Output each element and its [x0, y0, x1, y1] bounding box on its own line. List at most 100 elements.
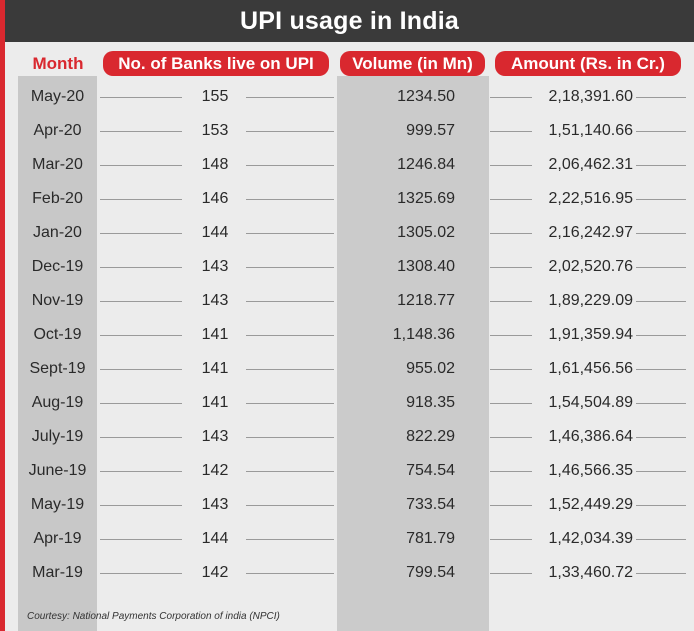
table-row: Nov-19 143 1218.77 1,89,229.09 [0, 284, 694, 318]
row-divider [636, 267, 686, 268]
row-divider [490, 471, 532, 472]
row-divider [490, 335, 532, 336]
cell-banks: 144 [201, 530, 229, 547]
row-divider [100, 131, 182, 132]
row-divider [636, 539, 686, 540]
row-divider [100, 165, 182, 166]
cell-volume: 1246.84 [397, 156, 455, 173]
row-divider [100, 335, 182, 336]
cell-amount: 2,16,242.97 [548, 224, 633, 241]
cell-amount: 1,51,140.66 [548, 122, 633, 139]
row-divider [100, 199, 182, 200]
row-divider [100, 539, 182, 540]
cell-amount: 2,18,391.60 [548, 88, 633, 105]
cell-amount: 1,91,359.94 [548, 326, 633, 343]
row-divider [636, 437, 686, 438]
row-divider [246, 335, 334, 336]
cell-month: July-19 [31, 428, 84, 445]
row-divider [246, 233, 334, 234]
row-divider [490, 505, 532, 506]
cell-month: June-19 [28, 462, 87, 479]
row-divider [246, 505, 334, 506]
volume-column-shade [337, 76, 489, 631]
cell-month: Oct-19 [33, 326, 82, 343]
row-divider [246, 131, 334, 132]
cell-amount: 2,22,516.95 [548, 190, 633, 207]
cell-month: Mar-20 [32, 156, 83, 173]
cell-volume: 1234.50 [397, 88, 455, 105]
cell-month: May-20 [30, 88, 85, 105]
row-divider [246, 97, 334, 98]
row-divider [100, 267, 182, 268]
row-divider [100, 403, 182, 404]
cell-amount: 1,52,449.29 [548, 496, 633, 513]
cell-volume: 955.02 [406, 360, 455, 377]
row-divider [636, 165, 686, 166]
cell-banks: 143 [201, 496, 229, 513]
cell-volume: 733.54 [406, 496, 455, 513]
cell-amount: 1,89,229.09 [548, 292, 633, 309]
accent-stripe [0, 0, 5, 631]
row-divider [636, 403, 686, 404]
cell-banks: 143 [201, 258, 229, 275]
row-divider [246, 301, 334, 302]
cell-amount: 1,46,566.35 [548, 462, 633, 479]
row-divider [490, 301, 532, 302]
cell-amount: 1,61,456.56 [548, 360, 633, 377]
cell-banks: 141 [201, 326, 229, 343]
row-divider [100, 573, 182, 574]
row-divider [246, 437, 334, 438]
row-divider [100, 301, 182, 302]
cell-banks: 141 [201, 360, 229, 377]
row-divider [246, 471, 334, 472]
cell-banks: 143 [201, 292, 229, 309]
cell-banks: 148 [201, 156, 229, 173]
row-divider [490, 403, 532, 404]
row-divider [100, 97, 182, 98]
cell-month: May-19 [30, 496, 85, 513]
cell-volume: 1,148.36 [392, 326, 455, 343]
table-row: Sept-19 141 955.02 1,61,456.56 [0, 352, 694, 386]
row-divider [246, 539, 334, 540]
cell-banks: 142 [201, 564, 229, 581]
row-divider [100, 233, 182, 234]
row-divider [100, 505, 182, 506]
row-divider [246, 199, 334, 200]
cell-banks: 141 [201, 394, 229, 411]
cell-amount: 1,54,504.89 [548, 394, 633, 411]
cell-volume: 754.54 [406, 462, 455, 479]
table-row: Feb-20 146 1325.69 2,22,516.95 [0, 182, 694, 216]
table-row: Dec-19 143 1308.40 2,02,520.76 [0, 250, 694, 284]
cell-volume: 1308.40 [397, 258, 455, 275]
cell-month: Aug-19 [31, 394, 84, 411]
table-row: Mar-20 148 1246.84 2,06,462.31 [0, 148, 694, 182]
column-header-volume: Volume (in Mn) [340, 51, 485, 76]
row-divider [490, 199, 532, 200]
table-row: July-19 143 822.29 1,46,386.64 [0, 420, 694, 454]
source-note: Courtesy: National Payments Corporation … [27, 611, 280, 622]
row-divider [636, 369, 686, 370]
table-row: May-20 155 1234.50 2,18,391.60 [0, 80, 694, 114]
column-header-amount: Amount (Rs. in Cr.) [495, 51, 681, 76]
cell-volume: 1218.77 [397, 292, 455, 309]
cell-amount: 1,46,386.64 [548, 428, 633, 445]
row-divider [490, 437, 532, 438]
row-divider [636, 199, 686, 200]
row-divider [490, 131, 532, 132]
row-divider [246, 267, 334, 268]
table-row: May-19 143 733.54 1,52,449.29 [0, 488, 694, 522]
row-divider [100, 437, 182, 438]
row-divider [490, 369, 532, 370]
cell-month: Nov-19 [31, 292, 84, 309]
column-header-banks: No. of Banks live on UPI [103, 51, 329, 76]
cell-banks: 146 [201, 190, 229, 207]
row-divider [246, 403, 334, 404]
cell-amount: 2,02,520.76 [548, 258, 633, 275]
row-divider [246, 369, 334, 370]
table-row: June-19 142 754.54 1,46,566.35 [0, 454, 694, 488]
row-divider [636, 471, 686, 472]
row-divider [490, 165, 532, 166]
cell-month: Sept-19 [29, 360, 86, 377]
cell-amount: 1,42,034.39 [548, 530, 633, 547]
